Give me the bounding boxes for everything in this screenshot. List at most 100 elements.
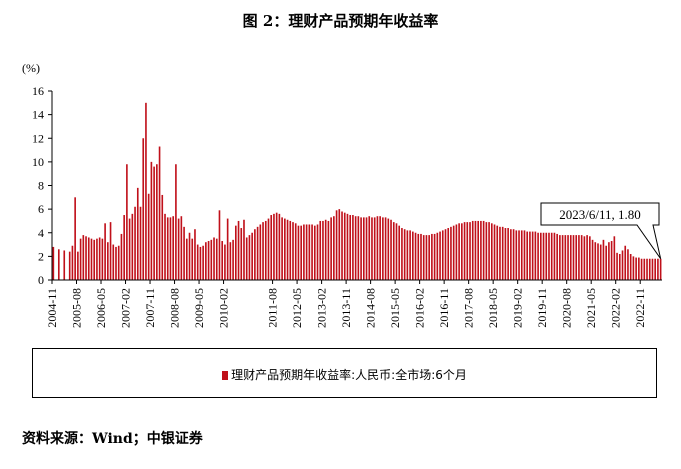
source-note: 资料来源：Wind；中银证券 — [22, 431, 203, 447]
bar — [232, 239, 234, 280]
bar — [275, 212, 278, 280]
bar — [390, 219, 392, 280]
bar — [85, 236, 87, 280]
x-tick-label: 2009-05 — [192, 288, 206, 328]
bar — [466, 222, 469, 280]
bar — [635, 257, 637, 280]
bar — [177, 218, 180, 280]
bar — [463, 222, 466, 280]
x-tick-label: 2007-11 — [143, 288, 157, 328]
bar — [534, 231, 537, 280]
bar — [57, 249, 60, 280]
y-unit-label: (%) — [22, 61, 40, 75]
bar — [205, 242, 207, 280]
x-tick-label: 2013-02 — [315, 288, 329, 328]
bar — [93, 239, 96, 280]
bar — [327, 220, 330, 280]
bar — [608, 242, 610, 280]
bar — [640, 258, 643, 280]
bar — [632, 256, 635, 281]
bar — [556, 233, 558, 280]
bar — [602, 239, 605, 280]
bar — [305, 224, 308, 280]
bar — [185, 238, 188, 280]
bar — [109, 222, 112, 280]
bar — [414, 232, 417, 280]
bar — [537, 232, 539, 280]
bar — [610, 241, 613, 280]
bar — [333, 216, 335, 280]
bar — [616, 252, 618, 280]
bar — [243, 219, 245, 280]
bar — [594, 242, 597, 280]
bar — [485, 222, 488, 280]
bar — [161, 194, 164, 280]
bar — [71, 245, 74, 280]
y-axis: 0 2 4 6 8 10 12 14 16 (%) — [22, 61, 53, 287]
bar — [531, 231, 534, 280]
y-tick-label: 16 — [32, 84, 44, 98]
bar — [145, 102, 147, 280]
bar — [613, 236, 616, 280]
bar — [79, 238, 82, 280]
bar — [548, 232, 550, 280]
bar — [507, 228, 509, 280]
bar — [586, 235, 588, 280]
bar — [431, 233, 433, 280]
x-tick-label: 2022-11 — [633, 288, 647, 328]
bar — [235, 225, 237, 280]
bar — [493, 224, 496, 280]
bar — [196, 244, 199, 280]
y-tick-label: 14 — [32, 108, 44, 122]
bar — [490, 223, 493, 280]
bar — [150, 161, 153, 281]
bar — [273, 213, 275, 280]
bar — [112, 244, 115, 280]
bar — [477, 220, 479, 280]
bar — [523, 230, 526, 280]
bar — [482, 220, 485, 280]
bar — [267, 218, 270, 280]
x-tick-label: 2015-05 — [388, 288, 402, 328]
bar — [142, 138, 145, 280]
bar — [520, 230, 523, 280]
bar — [229, 242, 232, 280]
y-tick-label: 8 — [38, 179, 44, 193]
bar — [480, 220, 482, 280]
x-tick-label: 2020-08 — [560, 288, 574, 328]
bar — [281, 217, 283, 280]
y-tick-label: 0 — [38, 273, 44, 287]
x-tick-label: 2016-11 — [437, 288, 451, 328]
x-tick-label: 2016-02 — [413, 288, 427, 328]
x-tick-label: 2008-08 — [168, 288, 182, 328]
annotation-label: 2023/6/11, 1.80 — [559, 207, 641, 222]
bar — [126, 164, 128, 280]
bar — [63, 250, 66, 280]
bar — [589, 236, 591, 280]
bar — [357, 216, 360, 280]
bar — [191, 238, 194, 280]
bar — [360, 217, 362, 280]
bar — [300, 225, 302, 280]
bar — [90, 238, 93, 280]
bar — [180, 216, 183, 280]
bar — [199, 246, 202, 280]
x-tick-label: 2011-08 — [266, 288, 280, 328]
bar — [452, 225, 455, 280]
bar — [384, 217, 387, 280]
chart-title: 图 2：理财产品预期年收益率 — [242, 12, 439, 30]
x-tick-label: 2005-08 — [70, 288, 84, 328]
bar — [398, 225, 401, 280]
bar — [82, 235, 85, 280]
bar — [308, 224, 311, 280]
bar — [387, 218, 390, 280]
bar — [591, 239, 594, 280]
bar — [221, 241, 224, 280]
bar — [605, 245, 607, 280]
bar — [210, 239, 213, 280]
bar — [251, 232, 253, 280]
bar — [392, 222, 395, 280]
bar — [553, 232, 556, 280]
x-tick-label: 2018-05 — [486, 288, 500, 328]
bar — [469, 222, 471, 280]
